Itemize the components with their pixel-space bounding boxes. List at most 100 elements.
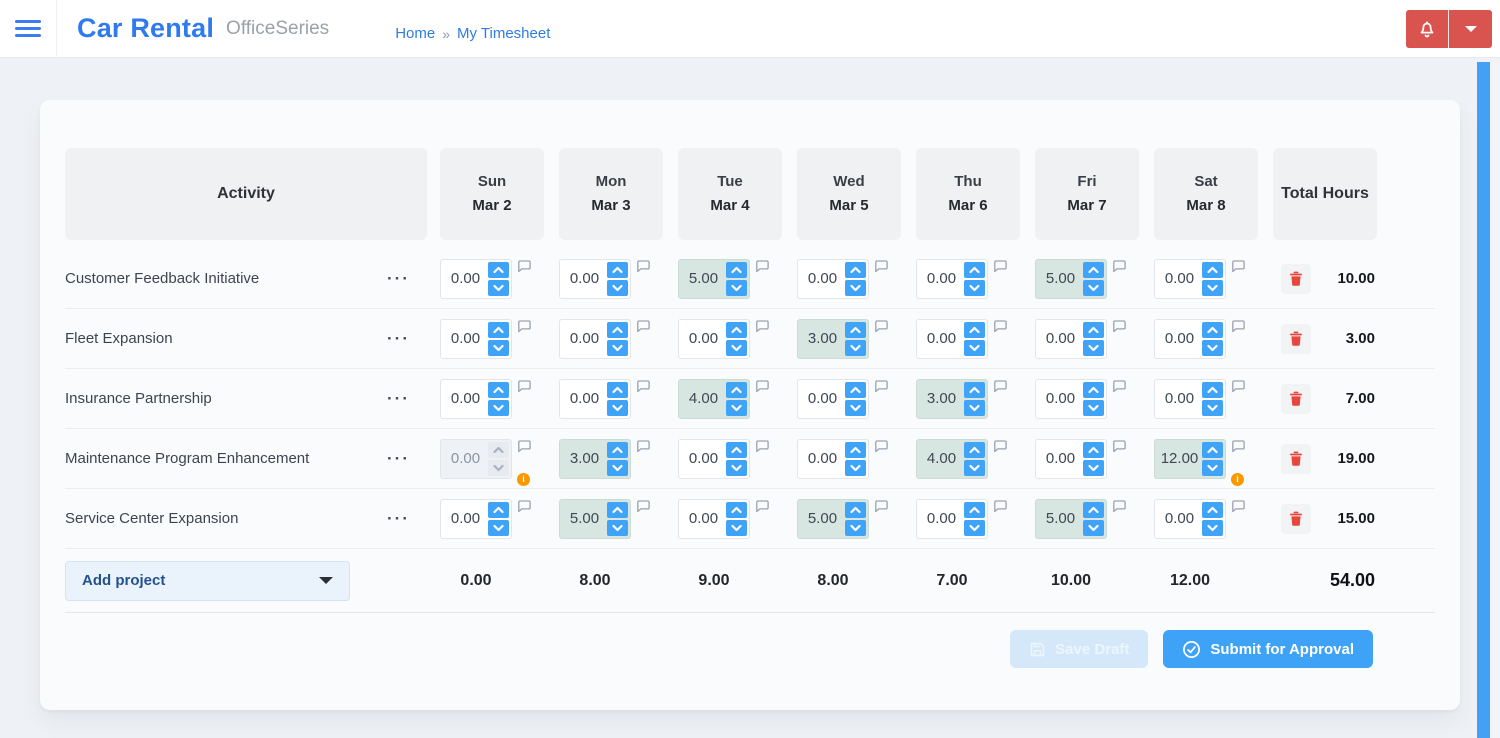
row-options-menu[interactable]: ···	[385, 386, 412, 411]
increment-button[interactable]	[607, 261, 628, 278]
delete-row-button[interactable]	[1281, 443, 1311, 474]
hours-input[interactable]: 0.00	[797, 438, 869, 479]
comment-icon[interactable]	[874, 379, 888, 393]
increment-button[interactable]	[488, 501, 509, 518]
increment-button[interactable]	[726, 321, 747, 338]
row-options-menu[interactable]: ···	[385, 446, 412, 471]
increment-button[interactable]	[607, 501, 628, 518]
scrollbar-thumb[interactable]	[1477, 62, 1490, 738]
comment-icon[interactable]	[993, 439, 1007, 453]
hours-input[interactable]: 0.00	[1035, 318, 1107, 359]
increment-button[interactable]	[488, 441, 509, 458]
comment-icon[interactable]	[993, 259, 1007, 273]
hours-input[interactable]: 0.00	[797, 378, 869, 419]
comment-icon[interactable]	[636, 379, 650, 393]
hours-input[interactable]: 0.00	[440, 378, 512, 419]
hours-input[interactable]: 0.00	[678, 318, 750, 359]
decrement-button[interactable]	[1202, 459, 1223, 476]
decrement-button[interactable]	[726, 339, 747, 356]
comment-icon[interactable]	[1112, 259, 1126, 273]
decrement-button[interactable]	[845, 519, 866, 536]
decrement-button[interactable]	[726, 279, 747, 296]
decrement-button[interactable]	[607, 279, 628, 296]
decrement-button[interactable]	[488, 459, 509, 476]
comment-icon[interactable]	[874, 439, 888, 453]
decrement-button[interactable]	[845, 339, 866, 356]
decrement-button[interactable]	[726, 519, 747, 536]
comment-icon[interactable]	[755, 379, 769, 393]
hours-input[interactable]: 4.00	[916, 438, 988, 479]
increment-button[interactable]	[1083, 381, 1104, 398]
decrement-button[interactable]	[607, 399, 628, 416]
increment-button[interactable]	[1202, 261, 1223, 278]
hours-input[interactable]: 0.00	[440, 258, 512, 299]
hours-input[interactable]: 5.00	[1035, 258, 1107, 299]
comment-icon[interactable]	[874, 319, 888, 333]
comment-icon[interactable]	[1112, 319, 1126, 333]
comment-icon[interactable]	[517, 319, 531, 333]
hours-input[interactable]: 0.00	[559, 378, 631, 419]
comment-icon[interactable]	[755, 319, 769, 333]
hours-input[interactable]: 3.00	[797, 318, 869, 359]
comment-icon[interactable]	[636, 259, 650, 273]
hours-input[interactable]: 0.00	[440, 438, 512, 479]
comment-icon[interactable]	[1231, 379, 1245, 393]
info-icon[interactable]: i	[1231, 472, 1244, 486]
comment-icon[interactable]	[636, 439, 650, 453]
increment-button[interactable]	[964, 501, 985, 518]
add-project-select[interactable]: Add project	[65, 560, 350, 601]
comment-icon[interactable]	[1231, 499, 1245, 513]
delete-row-button[interactable]	[1281, 263, 1311, 294]
increment-button[interactable]	[726, 261, 747, 278]
hours-input[interactable]: 4.00	[678, 378, 750, 419]
hamburger-menu-icon[interactable]	[0, 0, 57, 58]
comment-icon[interactable]	[517, 499, 531, 513]
decrement-button[interactable]	[964, 519, 985, 536]
increment-button[interactable]	[607, 381, 628, 398]
decrement-button[interactable]	[1083, 339, 1104, 356]
decrement-button[interactable]	[1202, 339, 1223, 356]
decrement-button[interactable]	[726, 459, 747, 476]
delete-row-button[interactable]	[1281, 383, 1311, 414]
decrement-button[interactable]	[488, 519, 509, 536]
comment-icon[interactable]	[517, 439, 531, 453]
decrement-button[interactable]	[1202, 279, 1223, 296]
increment-button[interactable]	[1083, 501, 1104, 518]
hours-input[interactable]: 0.00	[678, 438, 750, 479]
hours-input[interactable]: 3.00	[559, 438, 631, 479]
increment-button[interactable]	[845, 261, 866, 278]
hours-input[interactable]: 0.00	[1154, 378, 1226, 419]
decrement-button[interactable]	[964, 339, 985, 356]
hours-input[interactable]: 0.00	[797, 258, 869, 299]
comment-icon[interactable]	[517, 259, 531, 273]
comment-icon[interactable]	[755, 259, 769, 273]
decrement-button[interactable]	[845, 459, 866, 476]
increment-button[interactable]	[1083, 441, 1104, 458]
decrement-button[interactable]	[726, 399, 747, 416]
decrement-button[interactable]	[1083, 519, 1104, 536]
decrement-button[interactable]	[607, 519, 628, 536]
increment-button[interactable]	[964, 321, 985, 338]
increment-button[interactable]	[845, 501, 866, 518]
hours-input[interactable]: 0.00	[559, 258, 631, 299]
hours-input[interactable]: 0.00	[1154, 498, 1226, 539]
decrement-button[interactable]	[488, 399, 509, 416]
comment-icon[interactable]	[993, 499, 1007, 513]
row-options-menu[interactable]: ···	[385, 326, 412, 351]
comment-icon[interactable]	[755, 439, 769, 453]
comment-icon[interactable]	[517, 379, 531, 393]
increment-button[interactable]	[726, 441, 747, 458]
increment-button[interactable]	[845, 441, 866, 458]
hours-input[interactable]: 0.00	[440, 498, 512, 539]
increment-button[interactable]	[607, 441, 628, 458]
comment-icon[interactable]	[636, 319, 650, 333]
hours-input[interactable]: 0.00	[678, 498, 750, 539]
hours-input[interactable]: 5.00	[797, 498, 869, 539]
increment-button[interactable]	[1202, 501, 1223, 518]
increment-button[interactable]	[726, 381, 747, 398]
comment-icon[interactable]	[636, 499, 650, 513]
row-options-menu[interactable]: ···	[385, 506, 412, 531]
comment-icon[interactable]	[1112, 499, 1126, 513]
increment-button[interactable]	[1083, 261, 1104, 278]
increment-button[interactable]	[845, 321, 866, 338]
